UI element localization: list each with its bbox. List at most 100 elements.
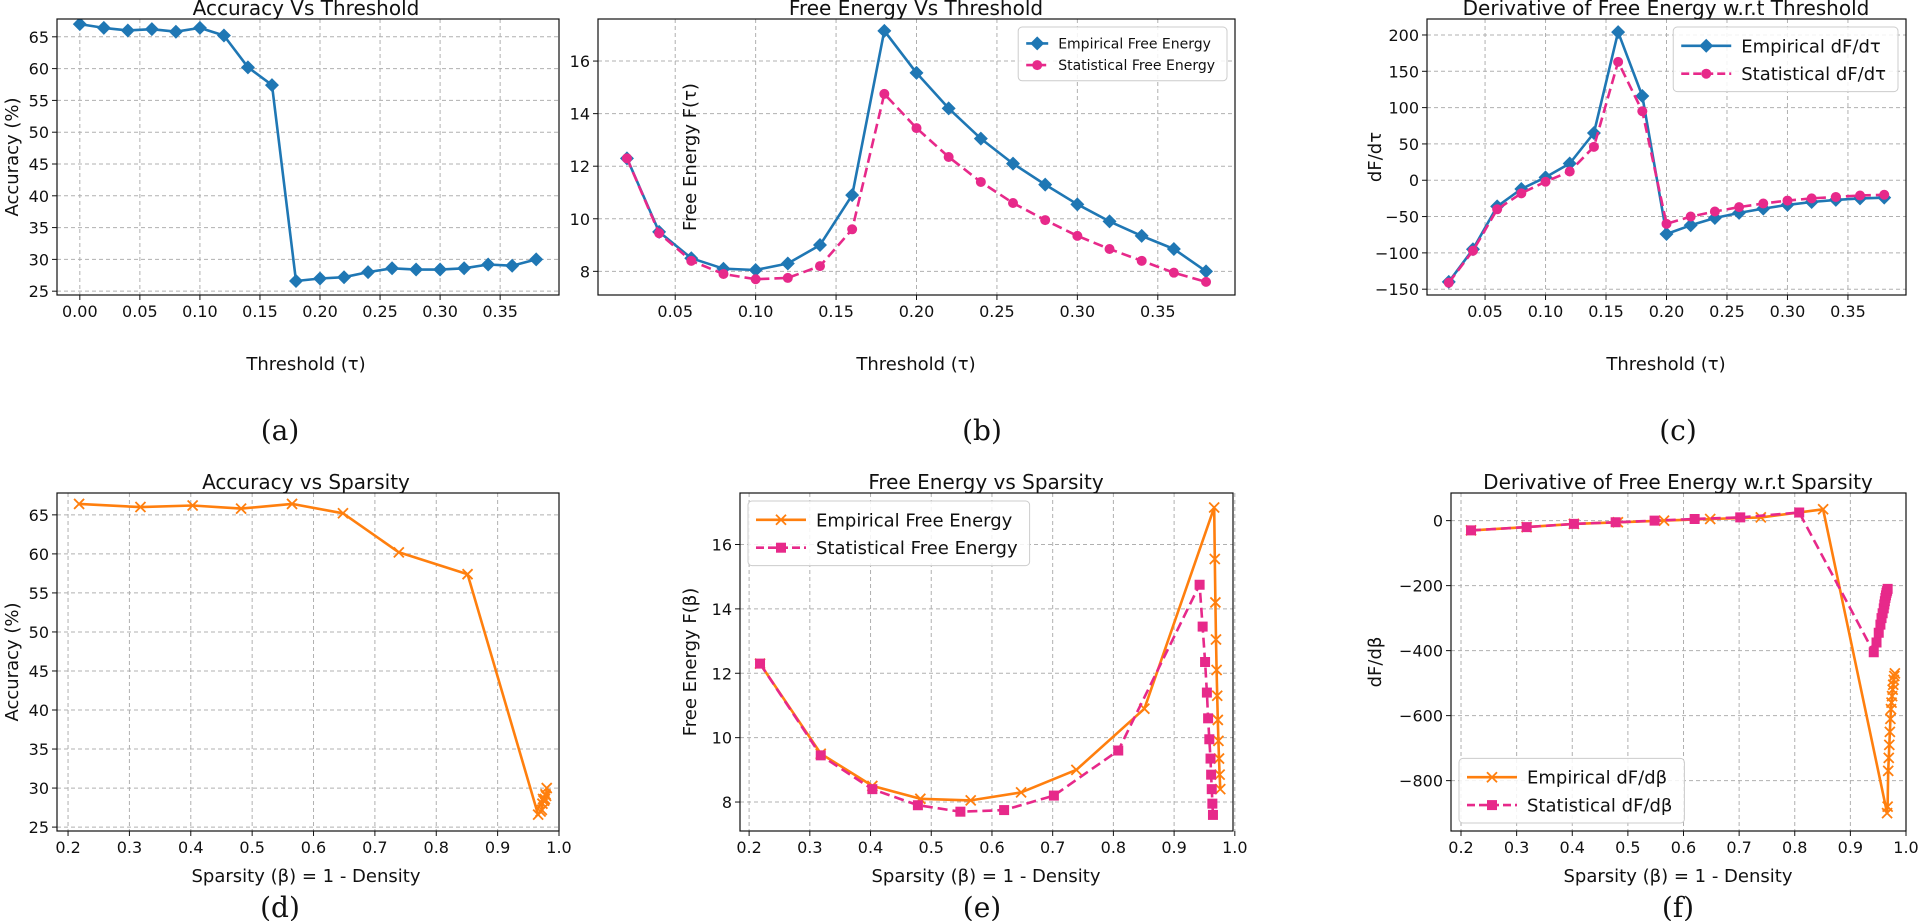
data-point: [461, 568, 474, 580]
data-point: [975, 176, 986, 187]
y-tick-label: 0: [1409, 171, 1419, 190]
data-point: [337, 507, 349, 519]
legend-label: Statistical Free Energy: [1058, 58, 1215, 74]
data-point: [337, 270, 352, 285]
data-point: [1048, 790, 1059, 801]
data-point: [1637, 106, 1648, 117]
x-tick-label: 0.6: [979, 838, 1004, 857]
data-point: [1649, 515, 1660, 526]
y-axis-label: Accuracy (%): [2, 97, 23, 216]
series-line-2: [1470, 511, 1889, 654]
y-tick-label: 55: [29, 584, 49, 603]
data-point: [909, 65, 924, 80]
panel-caption: (b): [962, 414, 1002, 447]
data-point: [1873, 627, 1884, 638]
data-point: [955, 806, 966, 817]
y-axis-label: Accuracy (%): [2, 602, 23, 721]
legend-label: Empirical Free Energy: [816, 510, 1013, 531]
x-tick-label: 0.05: [657, 302, 693, 321]
data-point: [750, 274, 761, 285]
x-axis-label: Threshold (τ): [245, 354, 365, 375]
y-tick-label: −800: [1399, 772, 1443, 791]
data-point: [1466, 525, 1477, 536]
x-tick-label: 0.25: [979, 302, 1015, 321]
data-point: [144, 22, 159, 37]
data-point: [1683, 218, 1698, 233]
data-point: [361, 265, 376, 280]
chart-6: 0.2 0.3 0.4 0.5 0.6 0.7 0.8 0.9 1.0 −800 −600 −400 −…: [1365, 470, 1919, 921]
legend: Empirical Free Energy Statistical Free En…: [1017, 26, 1228, 82]
data-point: [1562, 156, 1577, 171]
legend: Empirical Free Energy Statistical Free En…: [747, 500, 1031, 567]
legend-swatch-marker: [1487, 800, 1497, 811]
data-point: [313, 271, 328, 286]
x-tick-label: 0.7: [1726, 838, 1751, 857]
data-point: [1883, 752, 1895, 764]
data-point: [1516, 188, 1527, 199]
data-point: [1685, 211, 1696, 222]
legend-label: Empirical dF/dβ: [1527, 768, 1667, 789]
data-point: [1070, 197, 1085, 212]
data-point: [1734, 202, 1745, 213]
x-tick-label: 0.4: [178, 838, 203, 857]
y-tick-label: 150: [1388, 62, 1419, 81]
data-point: [457, 261, 472, 276]
y-tick-label: 40: [29, 701, 49, 720]
data-point: [433, 262, 448, 277]
data-point: [1194, 579, 1205, 590]
data-point: [973, 131, 988, 146]
data-point: [1102, 214, 1117, 229]
x-tick-label: 0.30: [1770, 302, 1806, 321]
legend-swatch-marker: [775, 514, 787, 526]
x-tick-label: 0.5: [239, 838, 264, 857]
data-point: [1889, 667, 1901, 680]
x-tick-label: 0.15: [818, 302, 854, 321]
data-point: [288, 274, 303, 289]
y-tick-label: 8: [722, 793, 732, 812]
x-tick-label: 0.10: [738, 302, 774, 321]
data-point: [1443, 277, 1454, 288]
x-tick-label: 0.9: [485, 838, 510, 857]
y-axis-label: Free Energy F(β): [680, 588, 701, 737]
data-point: [686, 255, 697, 266]
data-point: [186, 499, 199, 512]
data-point: [1758, 198, 1769, 209]
x-tick-label: 0.05: [1467, 302, 1503, 321]
legend-box: [1458, 757, 1685, 824]
plot-area: [1441, 25, 1892, 289]
data-point: [1072, 230, 1083, 241]
y-tick-label: 25: [29, 818, 49, 837]
data-point: [1201, 276, 1212, 287]
y-tick-label: 14: [712, 600, 732, 619]
data-point: [409, 262, 424, 277]
x-tick-label: 0.10: [182, 302, 218, 321]
data-point: [1212, 735, 1225, 747]
x-tick-label: 0.3: [117, 838, 142, 857]
data-point: [1888, 670, 1900, 682]
panel-caption: (f): [1662, 891, 1694, 921]
x-axis-label: Sparsity (β) = 1 - Density: [872, 866, 1101, 887]
data-point: [1492, 204, 1503, 215]
data-point: [1134, 228, 1149, 243]
data-point: [1199, 264, 1214, 279]
data-point: [1104, 244, 1115, 254]
data-point: [1207, 809, 1218, 820]
x-tick-label: 0.5: [919, 838, 944, 857]
data-point: [1882, 583, 1893, 594]
y-tick-label: 60: [29, 545, 49, 564]
data-point: [1200, 657, 1211, 667]
data-point: [1709, 206, 1720, 217]
y-tick-label: 50: [29, 123, 49, 142]
x-tick-label: 0.30: [1060, 302, 1096, 321]
data-point: [1882, 800, 1894, 813]
legend: Empirical dF/dτ Statistical dF/dτ: [1672, 26, 1899, 93]
data-point: [1613, 56, 1624, 67]
x-tick-label: 1.0: [1893, 838, 1918, 857]
legend-swatch-marker: [776, 542, 786, 553]
data-point: [1883, 739, 1895, 751]
chart-title: Free Energy Vs Threshold: [789, 0, 1043, 20]
x-tick-label: 0.9: [1161, 838, 1186, 857]
data-point: [1868, 647, 1879, 658]
x-tick-label: 0.3: [797, 838, 822, 857]
